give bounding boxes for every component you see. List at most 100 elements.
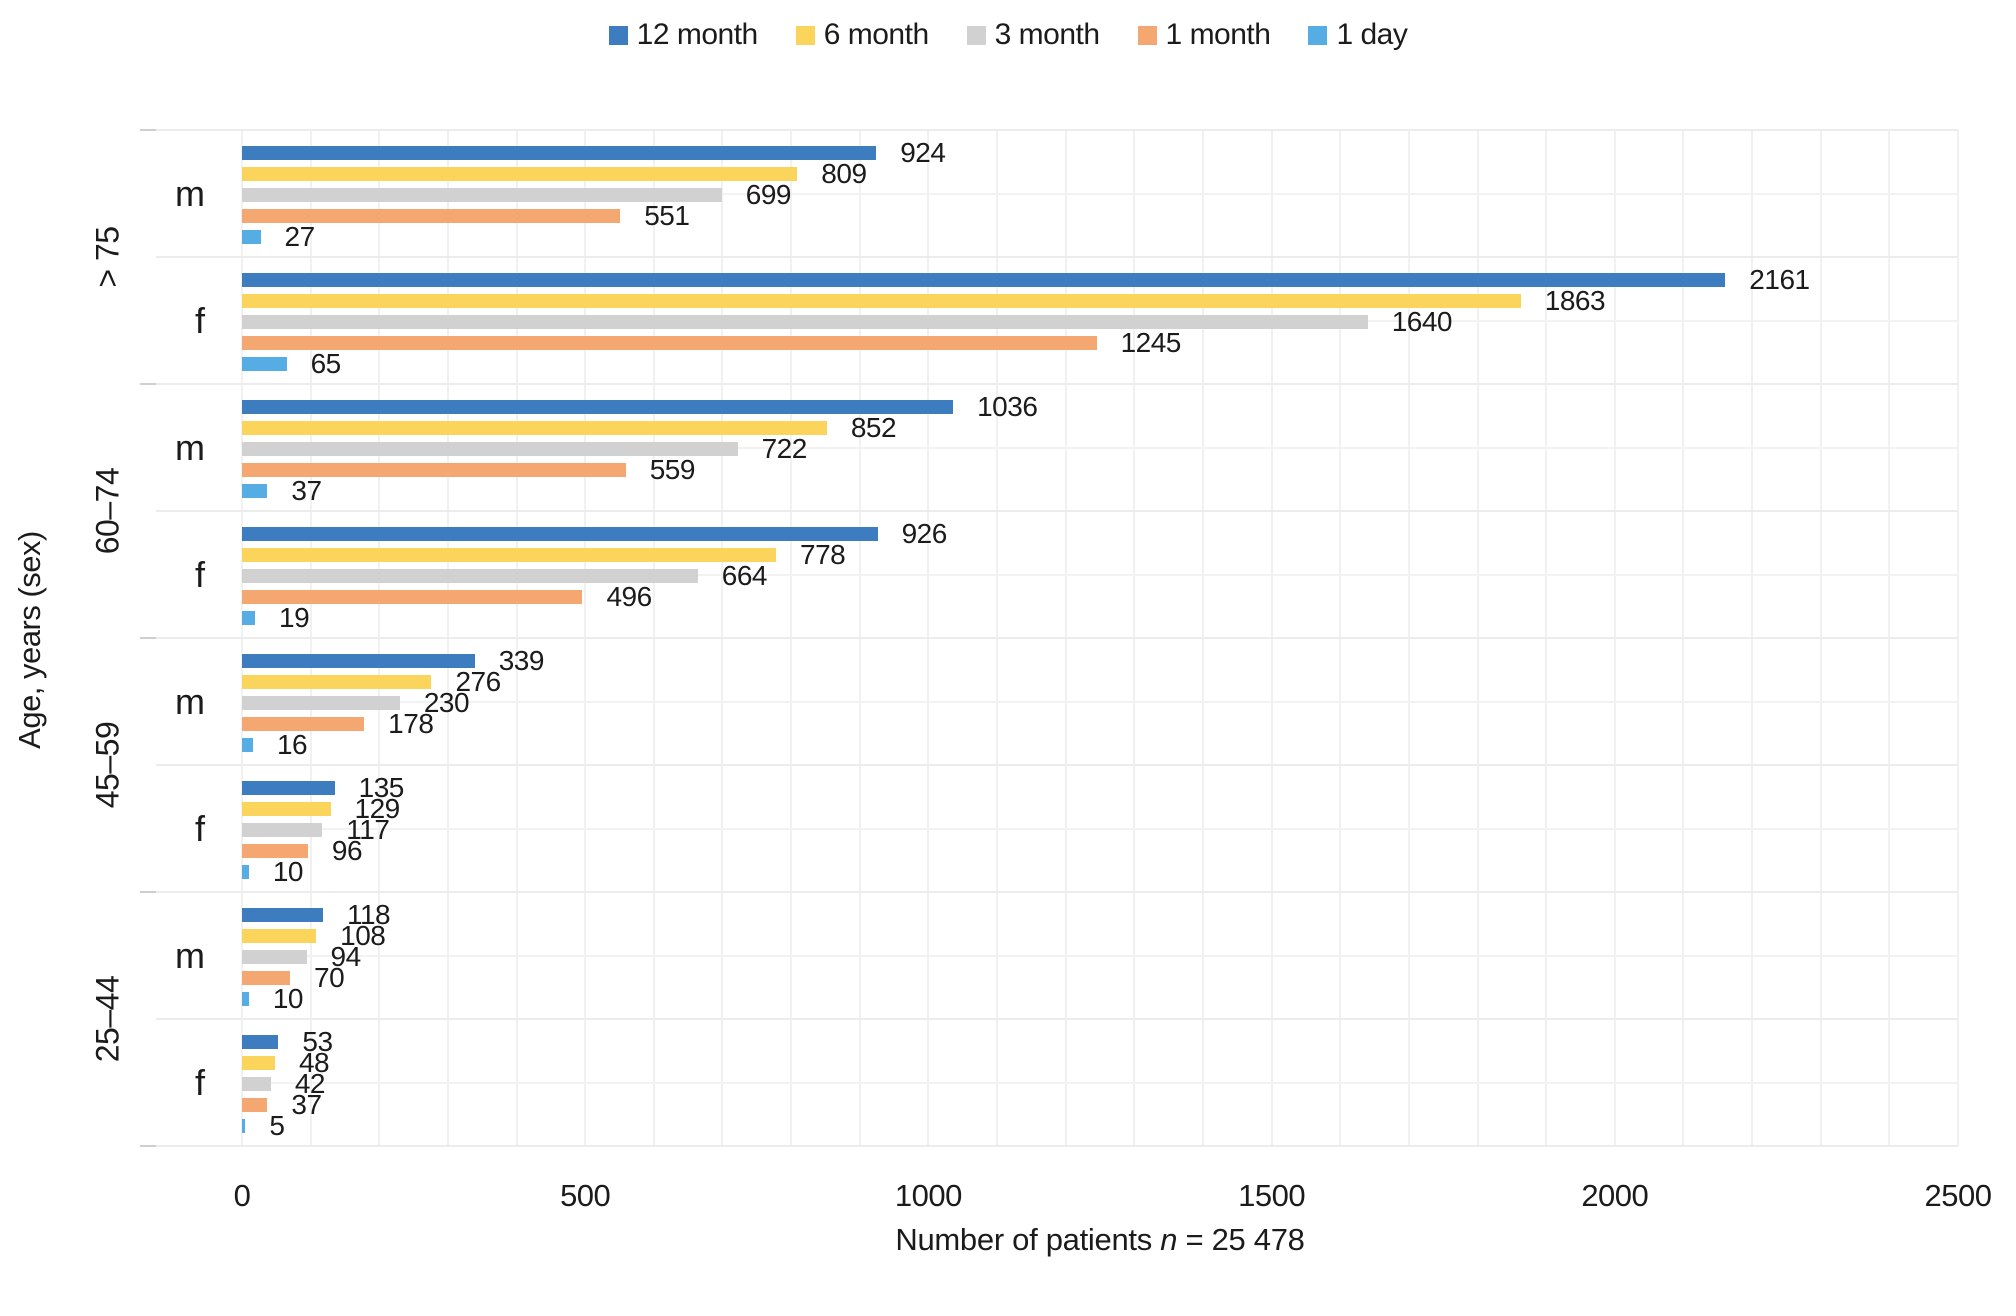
bar-value-label: 48 — [298, 1047, 330, 1078]
bar-value-label: 135 — [358, 772, 405, 803]
sex-label: m — [175, 172, 205, 214]
legend-item: 3 month — [966, 18, 1100, 52]
bar-value-label: 42 — [294, 1068, 326, 1099]
bar — [242, 230, 261, 244]
gridline-vertical — [1957, 130, 1959, 1146]
bar — [242, 463, 626, 477]
bar-value-label: 809 — [821, 158, 867, 189]
bar-value-label: 2161 — [1749, 264, 1810, 295]
legend-label: 6 month — [823, 18, 929, 51]
bar-value-label: 70 — [314, 962, 345, 993]
bar-value-label: 5 — [269, 1110, 285, 1141]
row-separator — [156, 1018, 1958, 1020]
bar — [242, 357, 287, 371]
bar-value-label: 10 — [272, 983, 304, 1014]
bar — [242, 1056, 275, 1070]
sex-label: m — [175, 680, 205, 722]
x-axis-title-text: Number of patients — [895, 1222, 1161, 1257]
bar — [242, 400, 954, 414]
bar — [242, 992, 249, 1006]
x-axis-tick-label: 500 — [560, 1178, 611, 1213]
legend-item: 1 day — [1308, 18, 1408, 52]
bar — [242, 950, 307, 964]
legend-item: 1 month — [1137, 18, 1271, 52]
legend-swatch-icon — [608, 25, 628, 45]
row-separator — [156, 1145, 1958, 1147]
bar-value-label: 551 — [644, 200, 690, 231]
gridline-horizontal — [242, 1081, 1958, 1084]
bar — [242, 1035, 279, 1049]
age-group-label: 45–59 — [89, 721, 126, 809]
y-axis-group-tick-icon — [140, 1145, 156, 1147]
bar-value-label: 339 — [498, 645, 545, 676]
bar-value-label: 778 — [800, 539, 846, 570]
bar-value-label: 1640 — [1391, 306, 1453, 337]
gridline-horizontal — [242, 573, 1958, 576]
row-separator — [156, 383, 1958, 385]
legend-label: 1 month — [1165, 18, 1271, 51]
bar — [242, 188, 722, 202]
bar-value-label: 230 — [423, 687, 470, 718]
legend-label: 12 month — [636, 18, 759, 51]
bar-value-label: 276 — [455, 666, 501, 697]
bar — [242, 590, 583, 604]
bar-value-label: 178 — [388, 708, 434, 739]
x-axis-title-variable: n — [1160, 1222, 1178, 1257]
age-group-label: 60–74 — [89, 467, 126, 555]
gridline-horizontal — [242, 700, 1958, 703]
bar — [242, 844, 308, 858]
legend-label: 1 day — [1336, 18, 1408, 51]
x-axis-title-value: = 25 478 — [1177, 1222, 1305, 1257]
x-axis-title: Number of patients n = 25 478 — [895, 1222, 1305, 1258]
sex-label: m — [175, 934, 205, 976]
sex-label: f — [194, 553, 205, 595]
x-axis-tick-label: 1000 — [894, 1178, 962, 1213]
gridline-horizontal — [242, 192, 1958, 195]
bar — [242, 675, 432, 689]
y-axis-title: Age, years (sex) — [12, 531, 47, 749]
bar — [242, 273, 1726, 287]
bar — [242, 823, 323, 837]
bar-value-label: 37 — [291, 1089, 322, 1120]
bar-value-label: 94 — [330, 941, 362, 972]
age-group-label: 25–44 — [89, 975, 126, 1063]
bar — [242, 1098, 268, 1112]
y-axis-group-tick-icon — [140, 891, 156, 893]
x-axis-tick-label: 2500 — [1924, 1178, 1992, 1213]
row-separator — [156, 256, 1958, 258]
bar-value-label: 108 — [340, 920, 386, 951]
bar-value-label: 664 — [721, 560, 768, 591]
bar-value-label: 129 — [354, 793, 401, 824]
bar — [242, 1077, 271, 1091]
legend-swatch-icon — [795, 25, 815, 45]
bar-value-label: 10 — [272, 856, 304, 887]
bar-value-label: 926 — [901, 518, 948, 549]
bar-value-label: 559 — [649, 454, 696, 485]
bar-value-label: 1036 — [977, 391, 1038, 422]
y-axis-group-tick-icon — [140, 383, 156, 385]
bar — [242, 1119, 246, 1133]
chart-legend: 12 month 6 month 3 month 1 month 1 day — [0, 18, 2016, 52]
bar-value-label: 53 — [302, 1026, 333, 1057]
bar-value-label: 852 — [850, 412, 897, 443]
sex-label: f — [194, 299, 205, 341]
legend-label: 3 month — [994, 18, 1100, 51]
bar-value-label: 699 — [745, 179, 792, 210]
bar — [242, 781, 335, 795]
bar — [242, 294, 1521, 308]
sex-label: f — [194, 807, 205, 849]
bar-value-label: 37 — [291, 475, 322, 506]
bar-value-label: 27 — [284, 221, 316, 252]
age-group-label: > 75 — [89, 226, 126, 288]
gridline-horizontal — [242, 827, 1958, 830]
bar — [242, 908, 323, 922]
bar — [242, 654, 475, 668]
legend-swatch-icon — [966, 25, 986, 45]
row-separator — [156, 129, 1958, 131]
bar-value-label: 496 — [606, 581, 652, 612]
row-separator — [156, 764, 1958, 766]
sex-label: f — [194, 1061, 205, 1103]
bar — [242, 421, 827, 435]
bar — [242, 611, 256, 625]
